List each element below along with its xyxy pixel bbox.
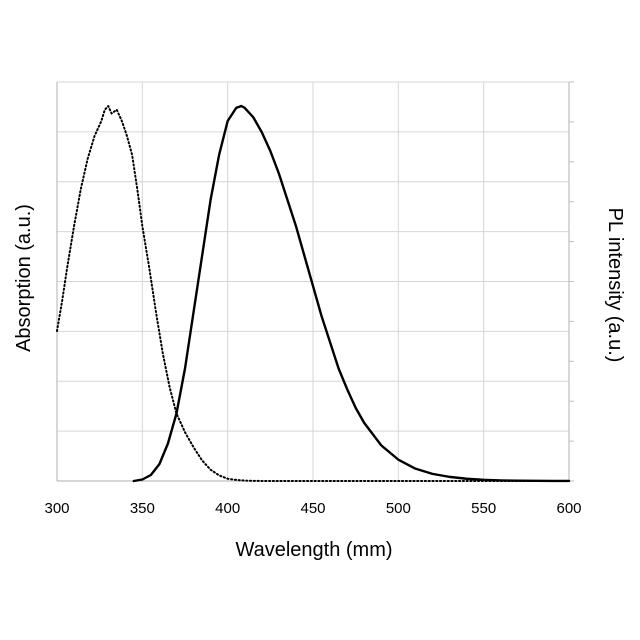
x-tick-label: 600 (556, 500, 581, 517)
tick-labels: 300 350 400 450 500 550 600 (44, 500, 581, 517)
grid (57, 82, 569, 481)
x-tick-label: 450 (300, 500, 325, 517)
x-tick-label: 300 (44, 500, 69, 517)
pl-intensity-line (134, 106, 569, 481)
left-y-axis-title: Absorption (a.u.) (13, 204, 35, 352)
x-axis-title: Wavelength (mm) (235, 539, 392, 561)
x-tick-label: 400 (215, 500, 240, 517)
right-y-axis-title: PL intensity (a.u.) (604, 208, 626, 363)
x-tick-label: 500 (386, 500, 411, 517)
x-tick-label: 550 (471, 500, 496, 517)
x-tick-label: 350 (130, 500, 155, 517)
